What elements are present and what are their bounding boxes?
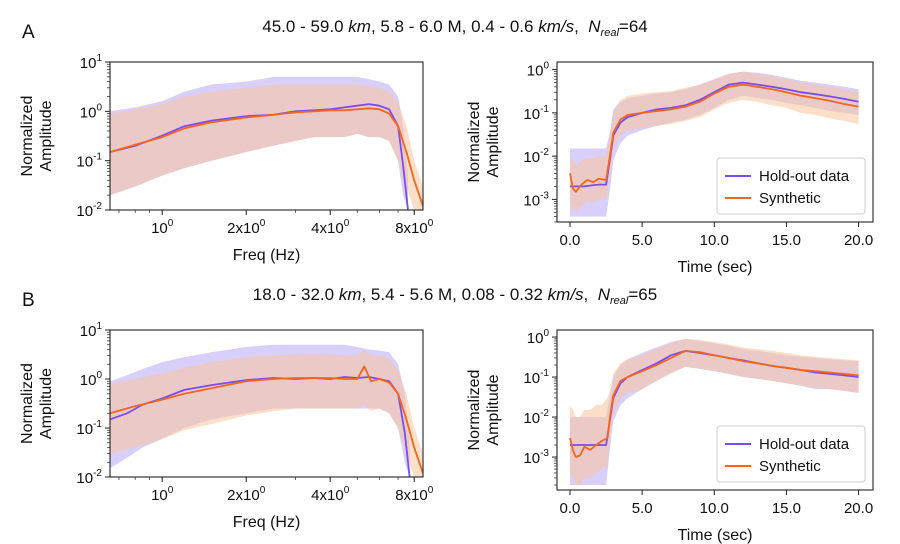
row-a-n: N — [588, 17, 601, 36]
row-a-n-sub: real — [601, 27, 620, 39]
row-b-mag: , 5.4 - 5.6 M, — [361, 285, 461, 304]
chart-b-freq-y-axis-label: Normalized — [19, 363, 36, 444]
chart-a-freq-y-tick-label: 10-2 — [76, 201, 102, 220]
chart-b-time-x-tick-label: 15.0 — [772, 500, 801, 517]
chart-b-time-x-tick-label: 5.0 — [632, 500, 653, 517]
row-a-vel-unit: km/s — [538, 17, 574, 36]
chart-a-time-legend-label-holdout: Hold-out data — [759, 168, 850, 185]
chart-a-time-y-tick-label: 100 — [527, 61, 550, 80]
chart-a-time-x-tick-label: 5.0 — [632, 232, 653, 249]
chart-b-freq-x-tick-label: 4x100 — [311, 485, 350, 504]
chart-b-freq-band-synthetic — [110, 349, 423, 477]
chart-b-time-x-tick-label: 0.0 — [560, 500, 581, 517]
chart-b-time: 10-3 10-2 10-1 100 0.0 5.0 10.0 15.0 20.0 Time (s… — [466, 328, 874, 544]
row-a-depth: 45.0 - 59.0 — [262, 17, 343, 36]
chart-a-time-line-synthetic — [569, 83, 859, 193]
row-b-depth-unit: km — [339, 285, 362, 304]
chart-a-freq-band-synthetic — [110, 84, 423, 210]
chart-b-time-y-tick-label: 10-1 — [523, 368, 549, 387]
chart-a-freq-y-axis-label: Amplitude — [38, 100, 55, 171]
chart-b-freq-y-tick-label: 10-1 — [76, 419, 102, 438]
chart-b-time-line-synthetic — [569, 349, 859, 458]
chart-a-freq-line-holdout — [110, 103, 409, 210]
chart-b-time-band-synthetic — [570, 338, 859, 485]
chart-a-time-legend-label-synthetic: Synthetic — [759, 190, 821, 207]
chart-b-time-x-tick-label: 10.0 — [700, 500, 729, 517]
chart-a-freq-axes-frame — [109, 61, 424, 211]
row-b-vel: 0.08 - 0.32 — [462, 285, 543, 304]
chart-a-freq-y-tick-label: 101 — [80, 53, 103, 72]
chart-b-freq-x-axis-label: Freq (Hz) — [233, 514, 301, 531]
row-a-title: 45.0 - 59.0 km, 5.8 - 6.0 M, 0.4 - 0.6 k… — [262, 17, 647, 39]
panel-label-b: B — [22, 290, 35, 311]
chart-b-time-y-tick-label: 10-3 — [523, 448, 549, 467]
chart-a-time-y-tick-label: 10-1 — [523, 104, 549, 123]
chart-b-time-y-axis-label: Normalized — [466, 370, 483, 451]
chart-b-time-x-tick-label: 20.0 — [844, 500, 873, 517]
chart-b-time-legend-box — [716, 425, 866, 483]
chart-a-freq-x-tick-label: 100 — [151, 218, 174, 237]
chart-a-freq-y-tick-label: 100 — [80, 102, 103, 121]
row-b-depth: 18.0 - 32.0 — [253, 285, 334, 304]
chart-b-time-legend-label-synthetic: Synthetic — [759, 458, 821, 475]
chart-b-freq-y-tick-label: 10-2 — [76, 468, 102, 487]
chart-a-freq-line-synthetic — [110, 107, 423, 207]
chart-b-freq-y-tick-label: 100 — [80, 370, 103, 389]
chart-b-time-plot-area — [569, 338, 859, 485]
chart-b-freq-line-synthetic — [110, 365, 423, 474]
chart-a-time-y-axis-label: Normalized — [466, 102, 483, 183]
chart-b-freq-y-axis-label: Amplitude — [38, 368, 55, 439]
chart-a-time-x-axis-label: Time (sec) — [678, 259, 753, 276]
chart-a-time-axes-frame — [556, 61, 874, 223]
chart-b-freq-x-tick-label: 100 — [151, 485, 174, 504]
chart-a-time-y-tick-label: 10-2 — [523, 147, 549, 166]
row-a-vel: 0.4 - 0.6 — [471, 17, 533, 36]
panel-label-a: A — [22, 22, 35, 43]
chart-b-time-legend-label-holdout: Hold-out data — [759, 436, 850, 453]
chart-a-time-band-synthetic — [570, 71, 859, 213]
chart-a-time-line-holdout — [570, 81, 859, 188]
chart-a-freq-plot-area — [110, 76, 423, 210]
chart-b-time-y-tick-label: 100 — [527, 328, 550, 347]
chart-a-time-y-tick-label: 10-3 — [523, 190, 549, 209]
row-b-sep: , — [584, 285, 598, 304]
chart-b-freq-y-tick-label: 101 — [80, 321, 103, 340]
chart-a-freq-x-tick-label: 2x100 — [227, 218, 266, 237]
chart-a-freq-x-axis-label: Freq (Hz) — [233, 247, 301, 264]
chart-a-time: 10-3 10-2 10-1 100 0.0 5.0 10.0 15.0 20.0 Time (s… — [466, 61, 874, 276]
row-b-title: 18.0 - 32.0 km, 5.4 - 5.6 M, 0.08 - 0.32… — [253, 285, 657, 307]
row-b-n: N — [598, 285, 611, 304]
row-a-n-val: =64 — [619, 17, 648, 36]
row-b-n-sub: real — [610, 295, 629, 307]
chart-b-freq-x-tick-label: 8x100 — [395, 485, 434, 504]
chart-b-freq: 10-2 10-1 100 101 100 2x100 4x100 8x100 Freq (Hz… — [19, 321, 434, 531]
row-a-mag: , 5.8 - 6.0 M, — [371, 17, 471, 36]
row-a-depth-unit: km — [348, 17, 371, 36]
chart-a-time-legend: Hold-out data Synthetic — [716, 157, 866, 215]
chart-a-time-plot-area — [569, 71, 859, 217]
chart-a-freq: 10-2 10-1 100 101 100 2x100 4x100 8x100 Freq (Hz… — [19, 53, 434, 264]
row-a-sep: , — [574, 17, 588, 36]
chart-a-time-x-tick-label: 15.0 — [772, 232, 801, 249]
chart-b-freq-plot-area — [110, 344, 423, 477]
chart-b-time-legend: Hold-out data Synthetic — [716, 425, 866, 483]
chart-b-time-y-axis-label: Amplitude — [485, 374, 502, 445]
chart-a-freq-y-axis-label: Normalized — [19, 96, 36, 177]
chart-a-time-legend-box — [716, 157, 866, 215]
chart-a-time-y-axis-label: Amplitude — [485, 106, 502, 177]
chart-a-freq-y-tick-label: 10-1 — [76, 152, 102, 171]
chart-a-time-x-tick-label: 10.0 — [700, 232, 729, 249]
row-b-vel-unit: km/s — [548, 285, 584, 304]
chart-a-freq-x-tick-label: 4x100 — [311, 218, 350, 237]
chart-b-freq-x-tick-label: 2x100 — [227, 485, 266, 504]
chart-b-time-x-axis-label: Time (sec) — [678, 527, 753, 544]
chart-a-time-x-tick-label: 20.0 — [844, 232, 873, 249]
chart-a-time-x-tick-label: 0.0 — [560, 232, 581, 249]
chart-b-time-axes-frame — [556, 329, 874, 491]
chart-b-freq-axes-frame — [109, 329, 424, 478]
row-b-n-val: =65 — [628, 285, 657, 304]
chart-a-freq-x-tick-label: 8x100 — [395, 218, 434, 237]
chart-b-time-y-tick-label: 10-2 — [523, 408, 549, 427]
